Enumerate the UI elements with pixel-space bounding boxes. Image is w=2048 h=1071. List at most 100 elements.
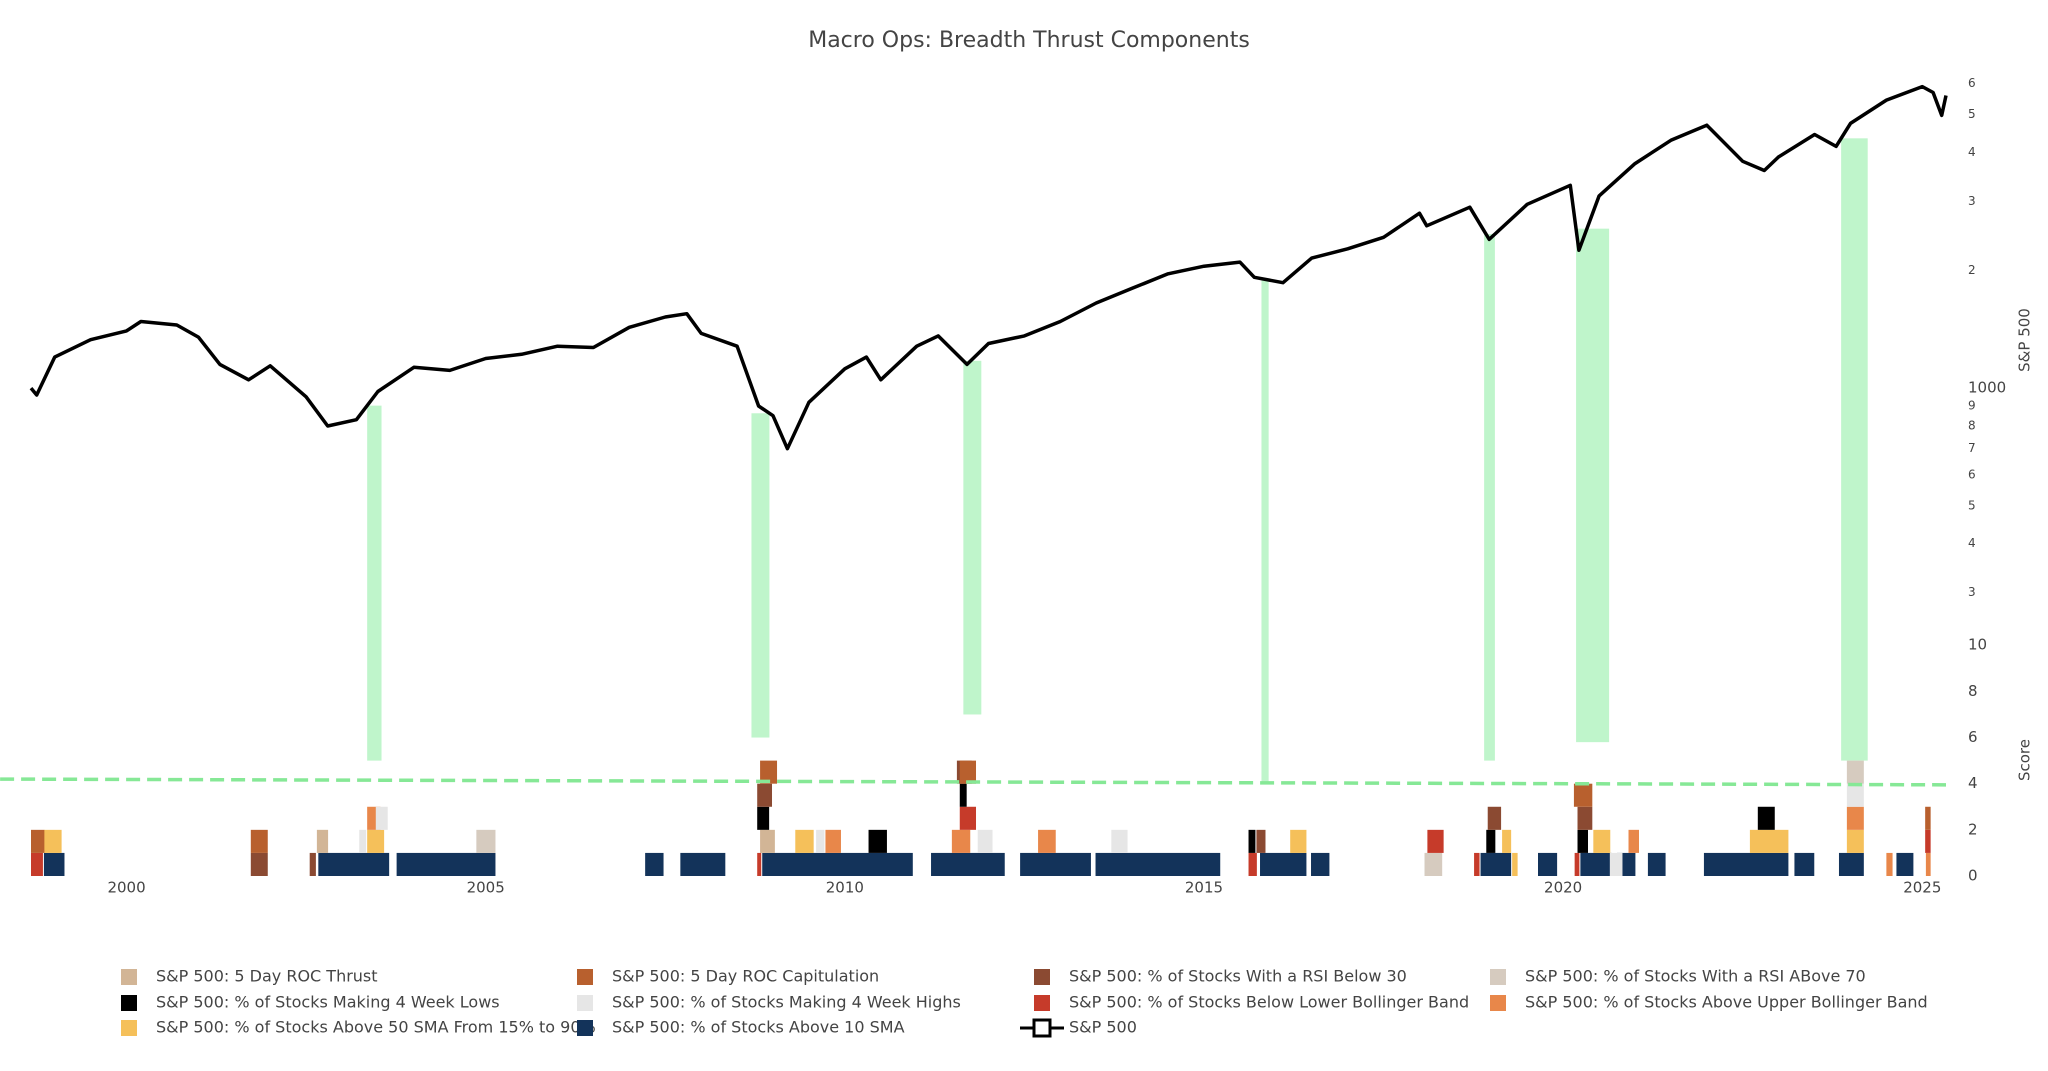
component-bar — [1593, 829, 1611, 853]
signal-band — [1841, 138, 1868, 761]
legend-label: S&P 500: % of Stocks Above 10 SMA — [612, 1018, 905, 1037]
legend-swatch — [121, 969, 137, 985]
legend-label: S&P 500: % of Stocks Making 4 Week Lows — [156, 993, 500, 1012]
component-bar — [757, 783, 773, 807]
component-bar — [316, 829, 329, 853]
component-bar — [1574, 852, 1580, 876]
component-bar — [1260, 852, 1307, 876]
y2-tick-label: 6 — [1968, 728, 1978, 746]
y-tick-label: 6 — [1968, 467, 1976, 481]
component-bar — [359, 829, 367, 853]
component-bar — [31, 852, 43, 876]
component-bar — [1628, 829, 1640, 853]
component-bar — [931, 852, 1005, 876]
legend-label: S&P 500: 5 Day ROC Thrust — [156, 967, 378, 986]
legend-swatch — [121, 1020, 137, 1036]
component-bar — [1846, 806, 1864, 830]
component-bar — [1502, 829, 1512, 853]
component-bar — [476, 829, 496, 853]
component-bar — [1512, 852, 1518, 876]
legend-swatch — [1034, 995, 1050, 1011]
legend-swatch — [577, 995, 593, 1011]
component-bar — [1487, 806, 1502, 830]
x-tick-label: 2025 — [1903, 879, 1941, 897]
component-bar — [318, 852, 390, 876]
legend-swatch — [577, 969, 593, 985]
component-bar — [760, 829, 775, 853]
y-tick-label: 5 — [1968, 107, 1976, 121]
component-bar — [645, 852, 664, 876]
component-bar — [1757, 806, 1775, 830]
component-bar — [1925, 852, 1931, 876]
component-bar — [367, 829, 385, 853]
component-bar — [1580, 852, 1612, 876]
legend-label: S&P 500: % of Stocks Above 50 SMA From 1… — [156, 1018, 596, 1037]
legend-label: S&P 500: % of Stocks Below Lower Bolling… — [1069, 993, 1469, 1012]
legend-swatch — [1490, 969, 1506, 985]
component-bar — [1111, 829, 1128, 853]
x-tick-label: 2020 — [1544, 879, 1582, 897]
y-tick-label: 8 — [1968, 418, 1976, 432]
y-tick-label: 2 — [1968, 263, 1976, 277]
component-bar — [1573, 783, 1593, 807]
component-bar — [1886, 852, 1893, 876]
x-tick-label: 2010 — [826, 879, 864, 897]
y-tick-label: 3 — [1968, 585, 1976, 599]
component-bar — [1794, 852, 1815, 876]
x-tick-label: 2000 — [107, 879, 145, 897]
component-bar — [1480, 852, 1512, 876]
component-bar — [760, 760, 778, 784]
y2-tick-label: 10 — [1968, 636, 1987, 654]
x-tick-label: 2015 — [1185, 879, 1223, 897]
legend-label: S&P 500: 5 Day ROC Capitulation — [612, 967, 879, 986]
y-axis-title: S&P 500 — [2016, 308, 2034, 372]
component-bar — [1474, 852, 1480, 876]
component-bar — [396, 852, 496, 876]
component-bar — [795, 829, 814, 853]
legend-label: S&P 500: % of Stocks With a RSI Below 30 — [1069, 967, 1407, 986]
component-bar — [1925, 806, 1931, 830]
component-bar — [1538, 852, 1558, 876]
component-bar — [757, 852, 762, 876]
component-bar — [1703, 852, 1789, 876]
signal-band — [963, 360, 982, 715]
y2-tick-label: 0 — [1968, 867, 1978, 885]
component-bar — [977, 829, 993, 853]
component-bar — [959, 783, 967, 807]
component-bar — [1020, 852, 1091, 876]
y-tick-label: 6 — [1968, 76, 1976, 90]
component-bar — [43, 852, 65, 876]
component-bar — [1846, 783, 1864, 807]
legend-label: S&P 500 — [1069, 1018, 1137, 1037]
threshold-line — [0, 777, 1947, 787]
signal-band — [1576, 228, 1610, 743]
y2-tick-label: 8 — [1968, 682, 1978, 700]
y-tick-label: 7 — [1968, 441, 1976, 455]
component-bar — [1647, 852, 1666, 876]
component-bar — [1749, 829, 1789, 853]
component-bar — [375, 806, 388, 830]
signal-band — [1261, 279, 1269, 784]
component-bar — [1290, 829, 1307, 853]
legend-swatch — [577, 1020, 593, 1036]
legend-swatch — [121, 995, 137, 1011]
signal-band — [1484, 234, 1495, 761]
component-bar — [825, 829, 841, 853]
component-bar — [1846, 760, 1864, 784]
y-tick-label: 1000 — [1968, 379, 2006, 397]
component-bar — [1925, 829, 1931, 853]
component-bar — [1311, 852, 1330, 876]
component-bar — [1038, 829, 1056, 853]
y2-tick-label: 4 — [1968, 774, 1978, 792]
chart-title: Macro Ops: Breadth Thrust Components — [808, 28, 1250, 53]
component-bar — [1095, 852, 1221, 876]
component-bar — [762, 852, 913, 876]
component-bar — [43, 829, 62, 853]
legend-swatch — [1490, 995, 1506, 1011]
y-tick-label: 3 — [1968, 194, 1976, 208]
component-bar — [250, 829, 268, 853]
legend-label: S&P 500: % of Stocks Making 4 Week Highs — [612, 993, 961, 1012]
component-bar — [1577, 806, 1593, 830]
component-bar — [1256, 829, 1266, 853]
component-bar — [1846, 829, 1864, 853]
